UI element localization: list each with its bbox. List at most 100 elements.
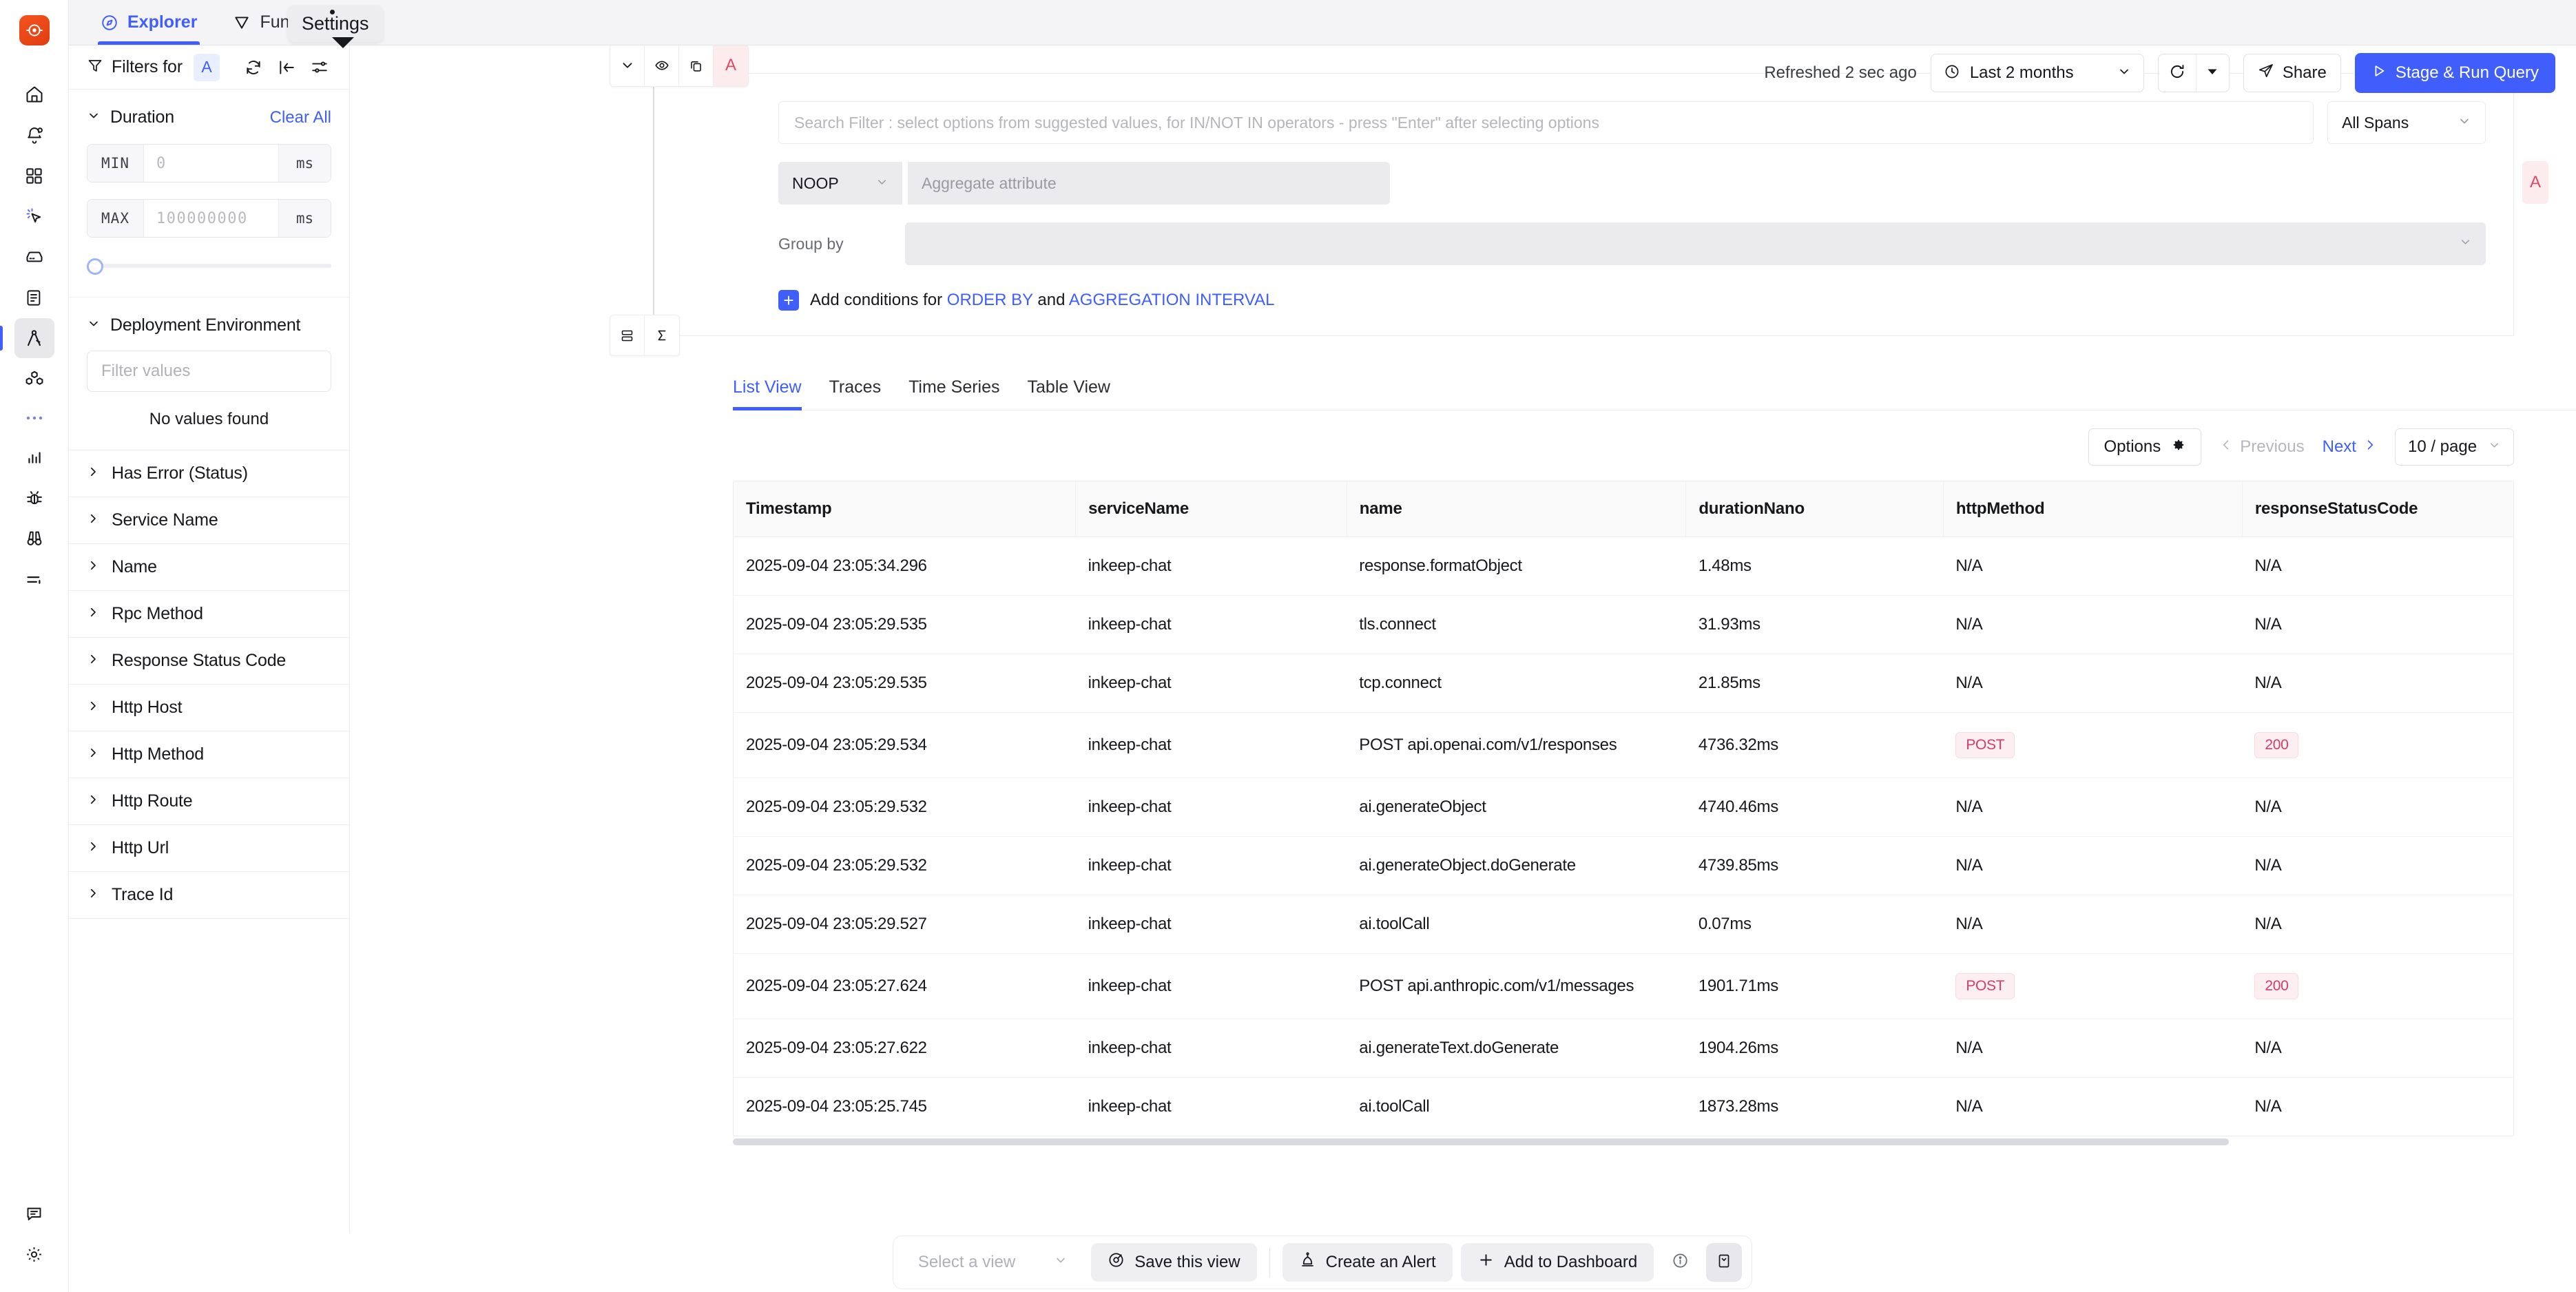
table-row[interactable]: 2025-09-04 23:05:29.535 inkeep-chat tcp.… bbox=[734, 654, 2514, 713]
sidebar-item-dashboards[interactable] bbox=[14, 156, 54, 196]
sidebar-item-settings[interactable] bbox=[14, 1234, 54, 1274]
sync-icon[interactable] bbox=[245, 59, 262, 76]
table-row[interactable]: 2025-09-04 23:05:27.624 inkeep-chat POST… bbox=[734, 953, 2514, 1019]
sidebar-item-home[interactable] bbox=[14, 74, 54, 114]
tab-traces[interactable]: Traces bbox=[829, 377, 882, 397]
select-view-dropdown[interactable]: Select a view bbox=[903, 1253, 1083, 1272]
filter-section-has-error[interactable]: Has Error (Status) bbox=[69, 450, 349, 497]
top-tab-bar: Explorer Funnels ws bbox=[69, 0, 2576, 45]
sidebar-item-infrastructure[interactable] bbox=[14, 237, 54, 277]
sidebar-item-exceptions[interactable] bbox=[14, 196, 54, 236]
duration-max-field[interactable]: MAX 100000000 ms bbox=[87, 199, 331, 238]
table-row[interactable]: 2025-09-04 23:05:34.296 inkeep-chat resp… bbox=[734, 536, 2514, 596]
sidebar-item-errors[interactable] bbox=[14, 478, 54, 518]
create-an-alert-button[interactable]: Create an Alert bbox=[1282, 1243, 1453, 1282]
deployment-filter-input[interactable]: Filter values bbox=[87, 351, 331, 392]
tab-list-view[interactable]: List View bbox=[733, 377, 816, 410]
page-size-select[interactable]: 10 / page bbox=[2394, 428, 2515, 466]
sidebar-item-support[interactable] bbox=[14, 1194, 54, 1233]
table-row[interactable]: 2025-09-04 23:05:29.535 inkeep-chat tls.… bbox=[734, 595, 2514, 654]
column-header-timestamp[interactable]: Timestamp bbox=[734, 481, 1077, 537]
refresh-button[interactable] bbox=[2159, 54, 2196, 92]
duration-header[interactable]: Duration Clear All bbox=[87, 107, 331, 127]
tab-table-view[interactable]: Table View bbox=[1027, 377, 1110, 397]
sidebar-item-metrics[interactable] bbox=[14, 437, 54, 477]
sidebar-item-alerts[interactable] bbox=[14, 115, 54, 155]
filter-section-http-method[interactable]: Http Method bbox=[69, 731, 349, 778]
signoz-logo[interactable] bbox=[19, 15, 50, 45]
compass-draw-icon bbox=[24, 329, 44, 348]
duration-slider[interactable] bbox=[87, 256, 331, 276]
column-header-durationnano[interactable]: durationNano bbox=[1685, 481, 1944, 537]
compass-icon bbox=[101, 14, 118, 32]
duration-slider-knob[interactable] bbox=[87, 258, 103, 275]
tab-explorer[interactable]: Explorer bbox=[83, 0, 215, 45]
cell-servicename: inkeep-chat bbox=[1075, 895, 1347, 954]
query-letter-a[interactable]: A bbox=[714, 45, 748, 86]
time-range-picker[interactable]: Last 2 months bbox=[1930, 54, 2144, 92]
filter-section-name[interactable]: Name bbox=[69, 544, 349, 591]
filter-section-rpc-method[interactable]: Rpc Method bbox=[69, 591, 349, 638]
filter-section-trace-id[interactable]: Trace Id bbox=[69, 872, 349, 919]
cell-responsestatuscode: 200 bbox=[2242, 712, 2514, 778]
sidebar-item-logs[interactable] bbox=[14, 278, 54, 317]
send-icon bbox=[2258, 63, 2274, 84]
duration-min-field[interactable]: MIN 0 ms bbox=[87, 144, 331, 183]
filter-section-service-name[interactable]: Service Name bbox=[69, 497, 349, 544]
column-header-servicename[interactable]: serviceName bbox=[1075, 481, 1347, 537]
table-horizontal-scrollbar[interactable] bbox=[733, 1136, 2515, 1146]
tab-time-series[interactable]: Time Series bbox=[908, 377, 1000, 397]
copy-icon[interactable] bbox=[679, 45, 714, 86]
query-side-chip-a[interactable]: A bbox=[2522, 161, 2549, 204]
stage-and-run-query-button[interactable]: Stage & Run Query bbox=[2354, 53, 2555, 93]
sidebar-item-services[interactable] bbox=[14, 359, 54, 399]
boxes-icon bbox=[25, 369, 44, 388]
scrollbar-thumb[interactable] bbox=[733, 1138, 2230, 1145]
settings-sliders-icon[interactable] bbox=[311, 59, 329, 76]
refresh-interval-dropdown[interactable] bbox=[2195, 54, 2229, 92]
aggregation-interval-link[interactable]: AGGREGATION INTERVAL bbox=[1068, 291, 1275, 309]
sidebar-item-explorer[interactable] bbox=[14, 519, 54, 559]
query-chip-a[interactable]: A bbox=[194, 53, 220, 81]
scroll-icon bbox=[25, 289, 43, 307]
table-row[interactable]: 2025-09-04 23:05:29.532 inkeep-chat ai.g… bbox=[734, 778, 2514, 837]
collapse-panel-icon[interactable] bbox=[278, 59, 295, 76]
sidebar-item-more[interactable] bbox=[14, 399, 54, 437]
span-scope-select[interactable]: All Spans bbox=[2327, 101, 2486, 144]
table-row[interactable]: 2025-09-04 23:05:25.745 inkeep-chat ai.t… bbox=[734, 1078, 2513, 1136]
aggregate-attribute-input[interactable]: Aggregate attribute bbox=[908, 162, 1390, 205]
next-page-button[interactable]: Next bbox=[2323, 437, 2377, 457]
sigma-icon[interactable] bbox=[645, 315, 679, 355]
panel-toggle-button[interactable] bbox=[1706, 1243, 1743, 1282]
order-by-link[interactable]: ORDER BY bbox=[946, 291, 1033, 309]
sidebar-item-pipelines[interactable] bbox=[14, 559, 54, 599]
sidebar-item-traces[interactable] bbox=[0, 318, 54, 358]
filter-section-http-route[interactable]: Http Route bbox=[69, 778, 349, 825]
aggregate-operator-select[interactable]: NOOP bbox=[778, 162, 902, 205]
search-filter-input[interactable]: Search Filter : select options from sugg… bbox=[778, 101, 2314, 144]
deployment-header[interactable]: Deployment Environment bbox=[87, 315, 331, 335]
column-header-httpmethod[interactable]: httpMethod bbox=[1943, 481, 2243, 537]
filter-section-response-status-code[interactable]: Response Status Code bbox=[69, 638, 349, 685]
query-builder-icon[interactable] bbox=[610, 315, 645, 355]
column-header-responsestatuscode[interactable]: responseStatusCode bbox=[2242, 481, 2514, 537]
column-header-name[interactable]: name bbox=[1347, 481, 1687, 537]
group-by-input[interactable] bbox=[905, 222, 2486, 265]
filter-section-http-url[interactable]: Http Url bbox=[69, 825, 349, 872]
eye-icon[interactable] bbox=[645, 45, 679, 86]
chevron-down-icon[interactable] bbox=[610, 45, 645, 86]
filter-section-http-host[interactable]: Http Host bbox=[69, 685, 349, 731]
info-button[interactable] bbox=[1662, 1243, 1698, 1282]
table-row[interactable]: 2025-09-04 23:05:29.527 inkeep-chat ai.t… bbox=[734, 895, 2514, 954]
options-button[interactable]: Options bbox=[2088, 428, 2202, 466]
cell-name: POST api.openai.com/v1/responses bbox=[1347, 712, 1686, 778]
previous-page-button[interactable]: Previous bbox=[2219, 437, 2305, 457]
save-this-view-button[interactable]: Save this view bbox=[1091, 1243, 1257, 1282]
table-row[interactable]: 2025-09-04 23:05:27.622 inkeep-chat ai.g… bbox=[734, 1019, 2514, 1078]
table-row[interactable]: 2025-09-04 23:05:29.532 inkeep-chat ai.g… bbox=[734, 836, 2514, 895]
add-to-dashboard-button[interactable]: Add to Dashboard bbox=[1460, 1243, 1654, 1282]
clear-all-button[interactable]: Clear All bbox=[269, 107, 331, 127]
add-condition-button[interactable]: + bbox=[778, 290, 799, 311]
share-button[interactable]: Share bbox=[2243, 54, 2341, 92]
table-row[interactable]: 2025-09-04 23:05:29.534 inkeep-chat POST… bbox=[734, 712, 2514, 778]
